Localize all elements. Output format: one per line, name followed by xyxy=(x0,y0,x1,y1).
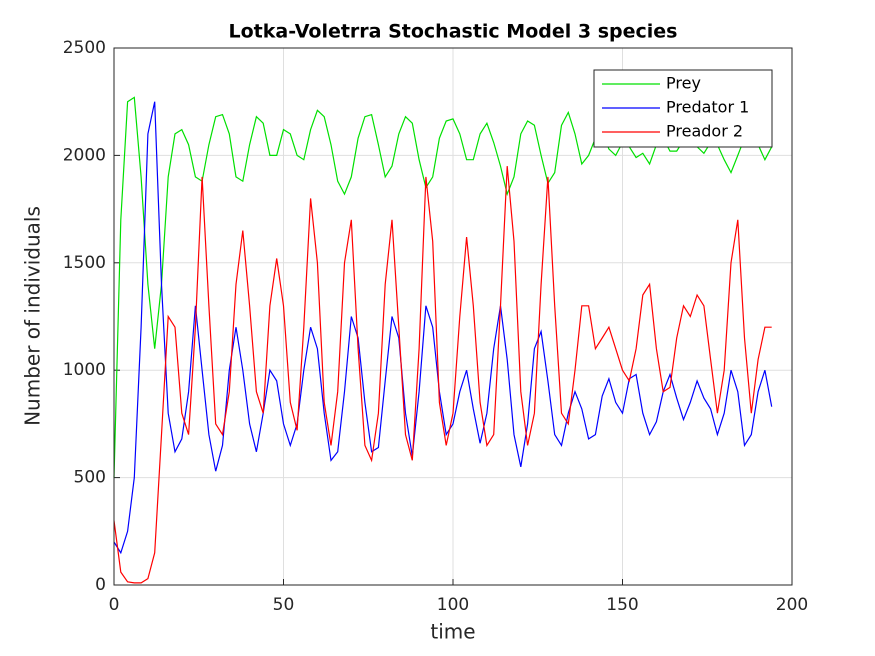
legend-label: Predator 1 xyxy=(666,98,749,117)
x-tick-label: 50 xyxy=(273,595,295,615)
x-tick-label: 200 xyxy=(776,595,808,615)
x-tick-label: 150 xyxy=(606,595,638,615)
series-line xyxy=(113,166,772,584)
chart-title: Lotka-Voletrra Stochastic Model 3 specie… xyxy=(229,21,678,43)
legend-label: Prey xyxy=(666,74,701,93)
y-tick-label: 500 xyxy=(74,468,106,488)
series-line xyxy=(113,101,773,555)
y-axis-label: Number of individuals xyxy=(21,206,45,426)
legend-label: Preador 2 xyxy=(666,122,743,141)
x-tick-label: 100 xyxy=(437,595,469,615)
y-tick-label: 1500 xyxy=(63,253,106,273)
x-axis-label: time xyxy=(430,620,475,644)
y-tick-label: 2000 xyxy=(63,145,106,165)
y-tick-label: 2500 xyxy=(63,38,106,58)
y-tick-label: 1000 xyxy=(63,360,106,380)
x-tick-label: 0 xyxy=(109,595,120,615)
axes-box xyxy=(113,47,793,586)
y-tick-label: 0 xyxy=(95,575,106,595)
